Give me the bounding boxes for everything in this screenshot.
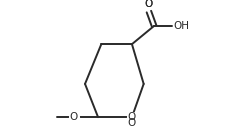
- Text: O: O: [127, 112, 136, 122]
- Text: O: O: [127, 118, 136, 128]
- Text: O: O: [144, 0, 152, 9]
- Text: OH: OH: [173, 21, 189, 31]
- Text: O: O: [70, 112, 78, 122]
- Text: O: O: [144, 0, 152, 9]
